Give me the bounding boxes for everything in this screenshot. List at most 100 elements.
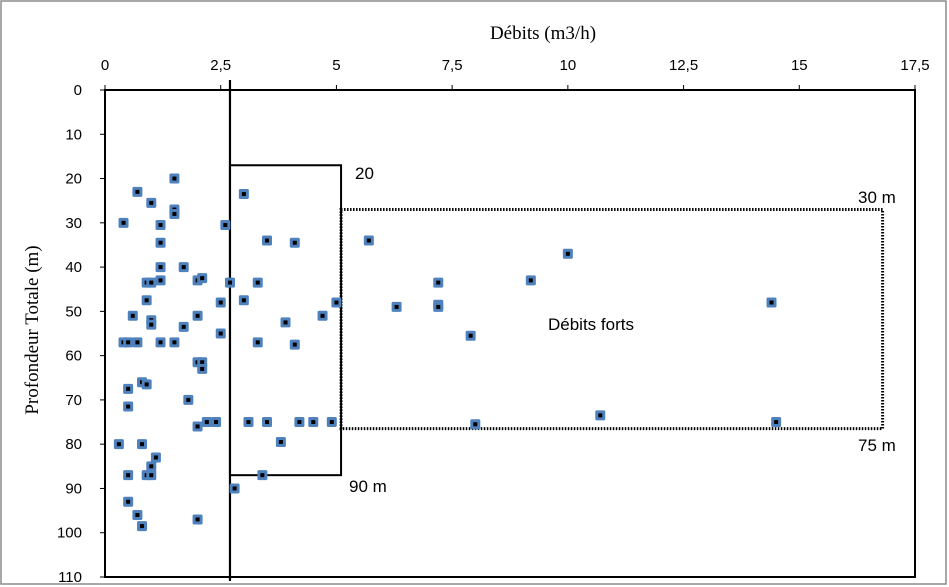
data-point [146,319,157,330]
data-point-center [769,300,774,305]
data-point-center [200,366,205,371]
data-point [525,275,536,286]
data-point [178,321,189,332]
data-point-center [265,420,269,425]
data-point [197,363,208,374]
data-point [169,337,180,348]
data-point-center [149,280,154,285]
data-point [275,436,286,447]
y-tick-label: 100 [57,525,82,542]
data-point-center [598,413,603,418]
data-point-center [121,220,126,225]
data-point-center [241,298,246,303]
data-point [252,337,263,348]
data-point [465,330,476,341]
data-point [201,417,212,428]
data-point-center [292,342,297,347]
data-point [331,297,342,308]
data-point [123,496,134,507]
data-point [118,217,129,228]
y-tick-label: 40 [65,259,82,276]
data-point-center [278,439,283,444]
annotation-box-top: 20 [355,164,374,183]
data-point-center [149,473,154,478]
data-point [391,301,402,312]
x-tick-label: 17,5 [900,57,929,74]
data-point [183,394,194,405]
data-point-center [283,320,288,325]
data-point-center [135,513,140,518]
data-point-center [181,324,186,329]
data-point-center [241,192,246,197]
data-point-center [246,420,251,425]
data-point [280,317,291,328]
data-point-center [232,486,237,491]
data-point [224,277,235,288]
plot-area [104,89,916,578]
data-point-center [260,473,265,478]
data-point [215,297,226,308]
data-point [113,439,124,450]
y-tick-label: 30 [65,215,82,232]
y-tick-labels: 0 10 20 30 40 50 60 70 80 90 100 110 [57,82,105,586]
data-point-center [195,424,200,429]
data-point [470,419,481,430]
data-point [433,277,444,288]
data-point [562,248,573,259]
data-point-center [223,223,228,228]
data-point-center [255,280,260,285]
y-tick-label: 0 [74,82,82,99]
data-point [771,417,782,428]
data-point [123,337,134,348]
data-point [289,339,300,350]
data-point [132,186,143,197]
data-point-center [130,313,135,318]
data-point [192,514,203,525]
data-point-center [218,300,223,305]
data-point [178,262,189,273]
y-tick-label: 50 [65,303,82,320]
data-point-center [255,340,260,345]
y-axis-title: Profondeur Totale (m) [22,245,43,414]
data-point [155,220,166,231]
data-point-center [172,340,177,345]
data-point [192,421,203,432]
data-point-center [186,397,191,402]
annotation-region-bottom: 75 m [858,436,896,455]
data-point-center [265,238,269,243]
data-point-center [473,422,478,427]
data-point-center [214,420,219,425]
x-tick-label: 2,5 [210,57,231,74]
data-point-center [126,473,131,478]
data-point-center [126,499,131,504]
data-point-center [149,200,154,205]
data-point-center [200,360,205,365]
data-point [146,197,157,208]
data-point-center [126,404,131,409]
data-point [220,220,231,231]
data-point-center [126,386,131,391]
data-point-center [528,278,533,283]
x-tick-label: 12,5 [669,57,698,74]
x-tick-label: 5 [332,57,340,74]
data-point [243,417,254,428]
data-point-center [158,240,163,245]
data-point [132,337,143,348]
data-point [146,277,157,288]
data-point [132,510,143,521]
data-point-center [218,331,223,336]
region-debits-forts [339,208,885,431]
data-point-center [329,420,334,425]
data-point-center [158,265,163,270]
data-point [141,379,152,390]
data-point [123,401,134,412]
data-point-center [292,240,297,245]
x-tick-label: 7,5 [442,57,463,74]
x-tick-label: 0 [101,57,109,74]
data-point [211,417,222,428]
data-point-center [334,300,339,305]
y-tick-label: 110 [58,569,82,586]
data-point [289,237,300,248]
data-points [113,173,782,532]
